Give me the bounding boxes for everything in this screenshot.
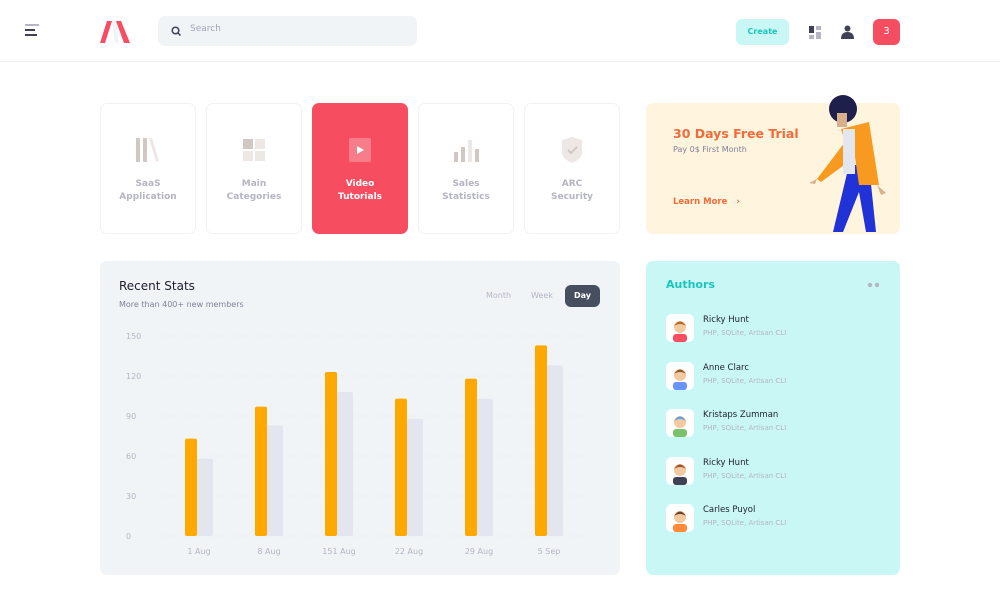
bar-secondary	[547, 365, 563, 536]
stats-subtitle: More than 400+ new members	[119, 300, 244, 309]
x-tick-label: 1 Aug	[187, 547, 210, 556]
search-input[interactable]: Search	[158, 16, 417, 46]
avatar-illustration	[673, 416, 687, 437]
shield-check-icon	[562, 137, 582, 163]
y-tick-label: 0	[126, 532, 131, 541]
tile-sales-statistics[interactable]: Sales Statistics	[418, 103, 514, 234]
tile-label: Application	[119, 192, 177, 202]
tile-video-tutorials[interactable]: Video Tutorials	[312, 103, 408, 234]
y-tick-label: 90	[126, 412, 136, 421]
recent-stats-panel: Recent Stats More than 400+ new members …	[100, 261, 620, 575]
tile-label: Video	[345, 179, 375, 189]
y-tick-label: 150	[126, 332, 141, 341]
bar-chart: 0 30 60 90 120 150 1 Aug 8 Aug 151 Aug 22 Aug 29 A…	[126, 332, 585, 556]
avatar-illustration	[673, 463, 687, 485]
x-tick-label: 22 Aug	[395, 547, 423, 556]
more-options-icon[interactable]	[867, 282, 881, 288]
arrow-right-icon: ›	[736, 197, 740, 207]
avatar-illustration	[673, 368, 687, 390]
tile-label: Sales	[452, 179, 480, 189]
avatar	[666, 409, 694, 437]
user-icon[interactable]	[841, 25, 854, 39]
author-skills: PHP, SQLite, Artisan CLI	[703, 329, 787, 337]
bar-primary	[465, 378, 477, 536]
bar-chart-icon	[454, 140, 479, 162]
notification-badge[interactable]: 3	[873, 19, 900, 45]
grid-icon	[243, 139, 265, 161]
avatar-illustration	[673, 511, 687, 532]
tab-week[interactable]: Week	[531, 291, 553, 300]
video-icon	[349, 138, 371, 162]
x-tick-label: 151 Aug	[322, 547, 355, 556]
trial-title: 30 Days Free Trial	[673, 126, 799, 141]
author-list-item[interactable]: Carles Puyol PHP, SQLite, Artisan CLI	[666, 504, 886, 534]
avatar	[666, 314, 694, 342]
tile-label: Main	[241, 179, 267, 189]
tab-month[interactable]: Month	[486, 291, 512, 300]
author-skills: PHP, SQLite, Artisan CLI	[703, 424, 787, 432]
bar-secondary	[197, 458, 213, 536]
author-list-item[interactable]: Anne Clarc PHP, SQLite, Artisan CLI	[666, 361, 886, 392]
free-trial-card: 30 Days Free Trial Pay 0$ First Month Le…	[646, 95, 900, 234]
author-name: Anne Clarc	[703, 362, 750, 373]
tile-label: SaaS	[135, 179, 161, 189]
bar-primary	[255, 406, 267, 536]
top-header: Search Create 3	[0, 0, 1000, 62]
stats-title: Recent Stats	[119, 279, 195, 293]
tile-label: Tutorials	[337, 192, 383, 202]
author-list-item[interactable]: Ricky Hunt PHP, SQLite, Artisan CLI	[666, 456, 886, 487]
apps-grid-icon[interactable]	[809, 26, 822, 39]
tile-arc-security[interactable]: ARC Security	[524, 103, 620, 234]
authors-title: Authors	[666, 278, 715, 291]
avatar	[666, 504, 694, 532]
author-name: Ricky Hunt	[703, 457, 749, 468]
y-tick-label: 120	[126, 372, 141, 381]
bar-primary	[395, 398, 407, 536]
authors-panel: Authors Ricky Hunt PHP, SQLite, Artisan …	[646, 261, 900, 575]
tile-label: ARC	[561, 179, 583, 189]
learn-more-label: Learn More	[673, 197, 728, 207]
tile-label: Security	[550, 192, 594, 202]
walking-person-illustration	[809, 95, 886, 232]
bar-primary	[185, 438, 197, 536]
logo[interactable]	[100, 20, 132, 44]
avatar	[666, 456, 694, 485]
menu-icon[interactable]	[25, 24, 41, 38]
tile-label: Statistics	[442, 192, 490, 202]
x-tick-label: 29 Aug	[465, 547, 493, 556]
author-name: Carles Puyol	[703, 505, 756, 515]
tab-day[interactable]: Day	[565, 285, 600, 307]
author-skills: PHP, SQLite, Artisan CLI	[703, 376, 787, 385]
author-skills: PHP, SQLite, Artisan CLI	[703, 471, 787, 480]
avatar	[666, 361, 694, 390]
bar-secondary	[337, 392, 353, 536]
author-name: Ricky Hunt	[703, 315, 749, 325]
trial-subtitle: Pay 0$ First Month	[673, 145, 747, 154]
search-icon	[171, 26, 181, 36]
x-tick-label: 8 Aug	[257, 547, 280, 556]
bar-secondary	[267, 425, 283, 536]
x-tick-label: 5 Sep	[538, 547, 561, 556]
bar-primary	[325, 372, 337, 536]
create-button[interactable]: Create	[736, 19, 789, 45]
library-icon	[136, 138, 159, 162]
bar-secondary	[407, 418, 423, 536]
learn-more-link[interactable]: Learn More ›	[673, 197, 740, 207]
tile-saas-application[interactable]: SaaS Application	[100, 103, 196, 234]
bar-primary	[535, 345, 547, 536]
y-tick-label: 60	[126, 452, 136, 461]
tile-main-categories[interactable]: Main Categories	[206, 103, 302, 234]
author-name: Kristaps Zumman	[703, 410, 779, 420]
tile-label: Categories	[226, 192, 282, 202]
search-placeholder: Search	[190, 24, 221, 34]
y-tick-label: 30	[126, 492, 136, 501]
bar-secondary	[477, 398, 493, 536]
author-list-item[interactable]: Kristaps Zumman PHP, SQLite, Artisan CLI	[666, 409, 886, 439]
author-skills: PHP, SQLite, Artisan CLI	[703, 519, 787, 527]
avatar-illustration	[673, 321, 687, 342]
author-list-item[interactable]: Ricky Hunt PHP, SQLite, Artisan CLI	[666, 314, 886, 344]
